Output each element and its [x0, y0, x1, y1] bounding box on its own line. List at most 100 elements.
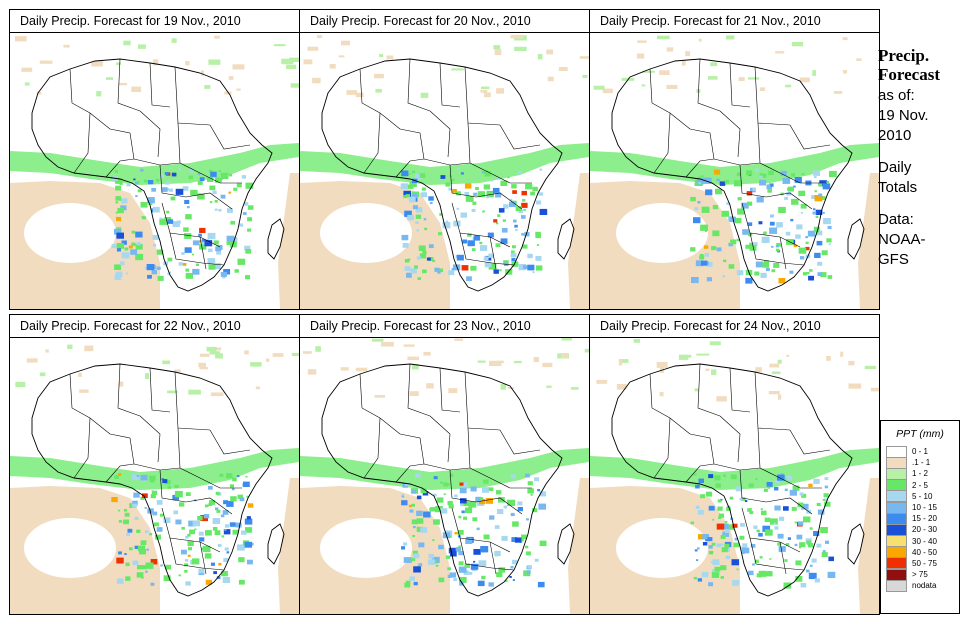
rain-cell — [666, 47, 674, 52]
rain-cell — [458, 561, 464, 566]
legend-swatch — [886, 501, 907, 514]
heading-line-1: Precip. — [878, 46, 930, 65]
rain-cell — [136, 242, 141, 246]
country-border — [464, 371, 501, 431]
rain-cell — [538, 503, 546, 510]
rain-cell — [400, 183, 408, 190]
country-border — [149, 62, 171, 108]
country-border — [429, 110, 451, 158]
country-border — [395, 463, 425, 483]
rain-cell — [223, 558, 229, 563]
rain-cell — [152, 511, 158, 516]
rain-cell — [803, 516, 811, 523]
rain-cell — [244, 245, 251, 251]
rain-cell — [404, 266, 411, 271]
rain-cell — [239, 223, 244, 227]
rain-cell — [307, 369, 317, 375]
rain-cell — [457, 549, 461, 553]
rain-cell — [223, 269, 231, 275]
rain-cell — [730, 474, 737, 480]
rain-cell — [732, 523, 738, 528]
rain-cell — [162, 479, 168, 484]
rain-cell — [222, 275, 226, 279]
rain-cell — [15, 381, 26, 388]
rain-cell — [428, 559, 435, 565]
rain-cell — [824, 477, 829, 481]
legend-label: 50 - 75 — [912, 558, 937, 568]
rain-cell — [795, 560, 802, 566]
rain-cell — [415, 221, 419, 224]
rain-cell — [730, 239, 737, 245]
rain-cell — [245, 475, 248, 478]
rain-cell — [187, 554, 191, 557]
rain-cell — [207, 177, 214, 182]
rain-cell — [752, 242, 758, 246]
rain-cell — [753, 525, 758, 529]
rain-cell — [759, 173, 763, 176]
country-border — [363, 417, 381, 479]
rain-cell — [734, 537, 738, 541]
rain-cell — [198, 240, 202, 243]
country-border — [499, 124, 541, 150]
rain-cell — [659, 70, 670, 75]
rain-cell — [205, 579, 212, 585]
rain-cell — [800, 256, 805, 260]
rain-cell — [745, 277, 753, 284]
rain-cell — [525, 545, 529, 549]
rain-cell — [820, 272, 827, 278]
rain-cell — [697, 176, 702, 180]
coastline — [31, 363, 273, 597]
rain-cell — [223, 529, 231, 535]
rain-cell — [435, 506, 443, 513]
rain-cell — [213, 571, 217, 575]
rain-cell — [814, 190, 817, 193]
rain-cell — [145, 373, 149, 379]
rain-cell — [509, 198, 513, 201]
rain-cell — [809, 269, 813, 272]
rain-cell — [759, 556, 763, 559]
rain-cell — [137, 189, 142, 193]
rain-cell — [696, 353, 710, 356]
rain-cell — [438, 544, 444, 550]
country-border — [729, 62, 751, 108]
rain-cell — [535, 231, 541, 237]
rain-cell — [214, 208, 218, 211]
rain-cell — [746, 191, 753, 196]
legend-swatch — [886, 568, 907, 581]
rain-cell — [372, 338, 384, 342]
rain-cell — [777, 542, 782, 546]
rain-cell — [223, 500, 229, 505]
rain-cell — [429, 201, 433, 205]
rain-cell — [828, 556, 834, 562]
rain-cell — [410, 268, 417, 274]
rain-cell — [401, 546, 406, 550]
rain-cell — [419, 253, 427, 259]
forecast-panel-5: Daily Precip. Forecast for 23 Nov., 2010 — [299, 314, 590, 615]
rain-cell — [510, 474, 516, 479]
rain-cell — [409, 509, 414, 513]
precip-map — [10, 33, 299, 309]
rain-cell — [511, 261, 519, 267]
rain-cell — [720, 576, 724, 579]
coastline — [321, 58, 563, 292]
data-label: Data: — [878, 211, 914, 228]
rain-cell — [426, 383, 434, 389]
rain-cell — [492, 187, 500, 194]
rain-cell — [402, 243, 409, 248]
rain-cell — [39, 60, 53, 64]
legend-swatch — [886, 490, 907, 503]
legend-item: > 75 — [886, 568, 959, 581]
rain-cell — [711, 542, 716, 546]
rain-cell — [483, 479, 489, 484]
country-border — [779, 541, 787, 575]
rain-cell — [443, 493, 446, 496]
rain-cell — [178, 574, 181, 577]
rain-cell — [428, 554, 434, 559]
rain-cell — [355, 367, 368, 372]
rain-cell — [355, 92, 364, 98]
rain-cell — [144, 507, 147, 509]
rain-cell — [497, 214, 501, 217]
rain-cell — [602, 88, 613, 94]
rain-cell — [488, 253, 494, 258]
rain-cell — [458, 566, 467, 573]
